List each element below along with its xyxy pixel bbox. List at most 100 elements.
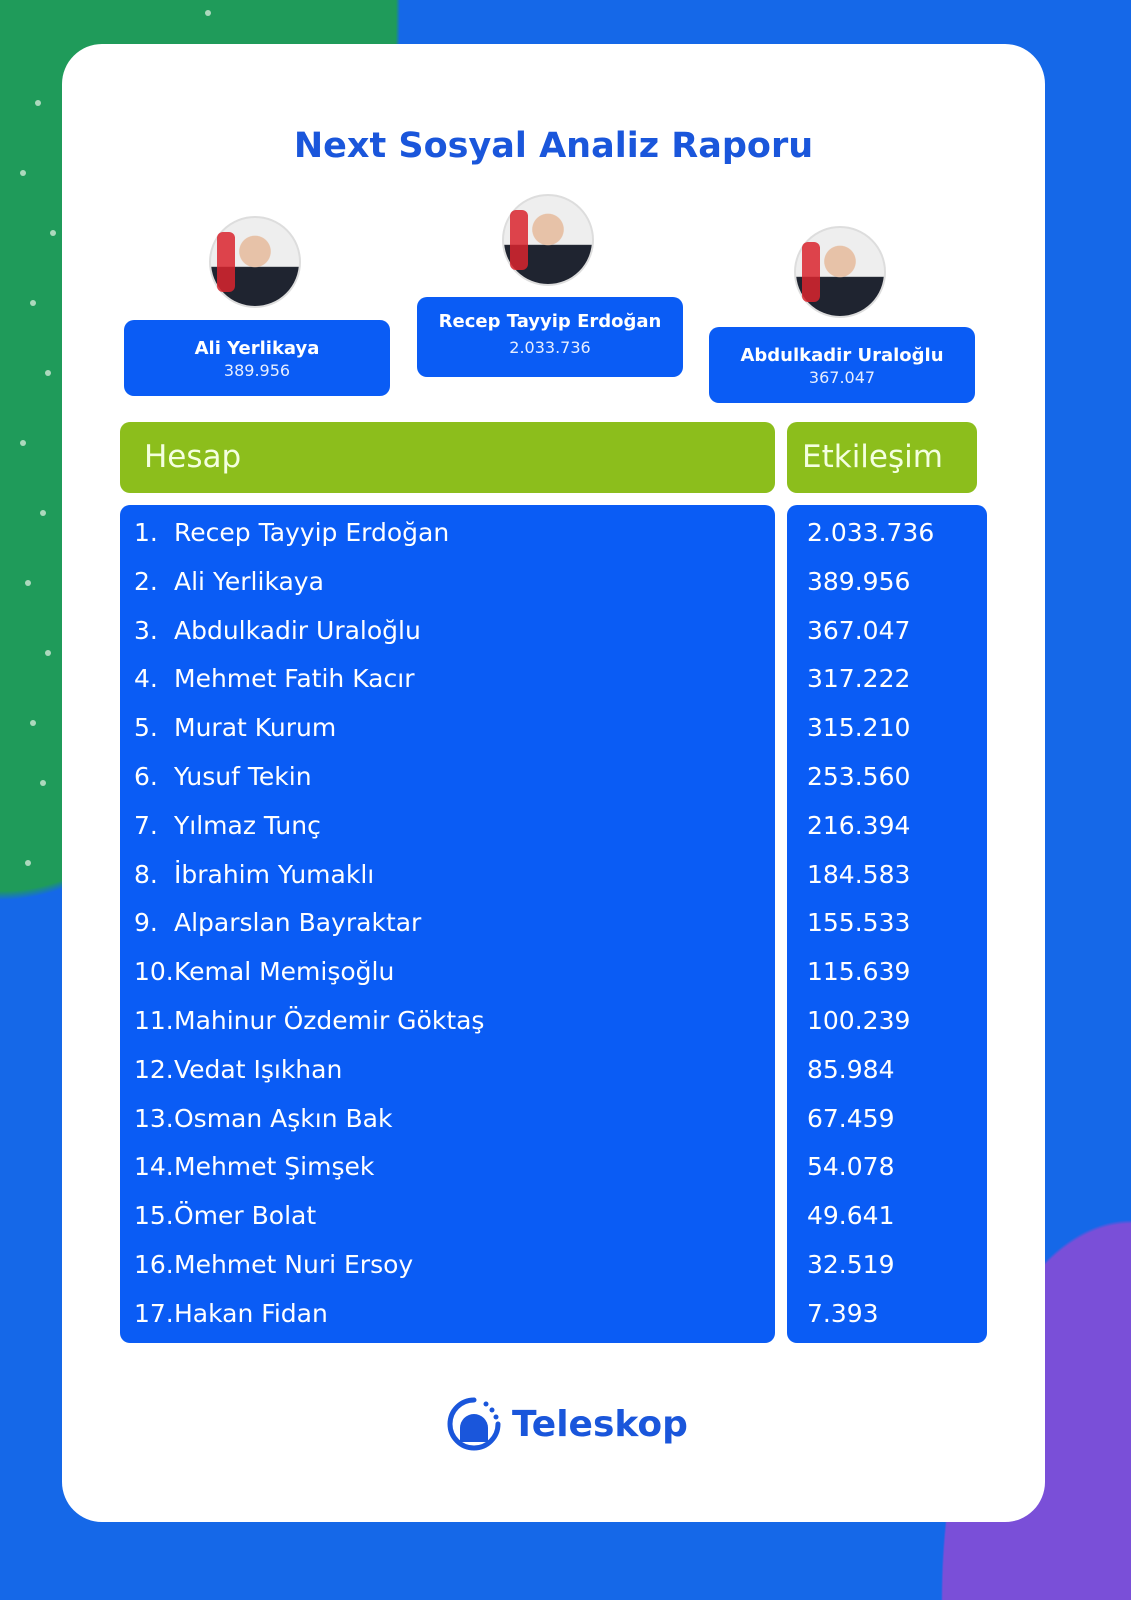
decor-dot xyxy=(45,650,51,656)
account-name: Mehmet Şimşek xyxy=(174,1152,375,1182)
decor-dot xyxy=(25,580,31,586)
engagement-value: 49.641 xyxy=(807,1201,895,1231)
engagement-value: 315.210 xyxy=(807,713,911,743)
account-name: Ömer Bolat xyxy=(174,1201,317,1231)
table-row: 9. Alparslan Bayraktar xyxy=(134,899,775,948)
account-name: Abdulkadir Uraloğlu xyxy=(174,615,421,645)
teleskop-logo: Teleskop xyxy=(444,1394,688,1454)
account-name: Alparslan Bayraktar xyxy=(174,908,422,938)
rank-number: 9. xyxy=(134,908,158,938)
decor-dot xyxy=(50,230,56,236)
logo-text: Teleskop xyxy=(512,1403,688,1445)
page-title: Next Sosyal Analiz Raporu xyxy=(293,126,814,166)
decor-dot xyxy=(25,860,31,866)
rank-number: 17. xyxy=(134,1298,174,1328)
engagement-value: 253.560 xyxy=(807,761,911,791)
podium-card-1: Recep Tayyip Erdoğan 2.033.736 xyxy=(417,297,683,377)
rank-number: 11. xyxy=(134,1005,174,1035)
decor-dot xyxy=(35,100,41,106)
rank-number: 1. xyxy=(134,518,158,547)
account-name: Kemal Memişoğlu xyxy=(174,957,395,987)
rank-number: 7. xyxy=(134,810,158,840)
account-name: Vedat Işıkhan xyxy=(174,1054,343,1084)
podium-card-3: Abdulkadir Uraloğlu 367.047 xyxy=(709,327,975,403)
table-row: 6. Yusuf Tekin xyxy=(134,753,775,802)
rank-number: 3. xyxy=(134,615,158,645)
avatar-recep-tayyip-erdogan xyxy=(502,194,594,286)
avatar-ali-yerlikaya xyxy=(209,216,301,308)
engagement-value: 85.984 xyxy=(807,1054,895,1084)
table-row: 8. İbrahim Yumaklı xyxy=(134,851,775,900)
table-row: 13.Osman Aşkın Bak xyxy=(134,1095,775,1144)
decor-dot xyxy=(20,440,26,446)
rank-number: 8. xyxy=(134,859,158,889)
table-row: 2. Ali Yerlikaya xyxy=(134,558,775,607)
table-row: 16.Mehmet Nuri Ersoy xyxy=(134,1241,775,1290)
table-row: 17.Hakan Fidan xyxy=(134,1290,775,1339)
decor-dot xyxy=(30,720,36,726)
engagement-value: 184.583 xyxy=(807,859,911,889)
engagement-list: 2.033.736 389.956 367.047 317.222 315.210 253… xyxy=(787,505,987,1343)
table-row: 11.Mahinur Özdemir Göktaş xyxy=(134,997,775,1046)
account-name: Recep Tayyip Erdoğan xyxy=(174,518,450,547)
decor-dot xyxy=(45,370,51,376)
engagement-value: 216.394 xyxy=(807,810,911,840)
rank-number: 15. xyxy=(134,1201,174,1231)
account-list: 1. Recep Tayyip Erdoğan 2. Ali Yerlikaya 3. A… xyxy=(120,505,775,1343)
decor-dot xyxy=(30,300,36,306)
engagement-value: 32.519 xyxy=(807,1249,895,1279)
rank-number: 12. xyxy=(134,1054,174,1084)
decor-dot xyxy=(205,10,211,16)
rank-number: 4. xyxy=(134,664,158,694)
report-card: Next Sosyal Analiz Raporu Ali Yerlikaya … xyxy=(62,44,1045,1522)
table-row: 14.Mehmet Şimşek xyxy=(134,1143,775,1192)
rank-number: 6. xyxy=(134,761,158,791)
table-row: 12.Vedat Işıkhan xyxy=(134,1046,775,1095)
account-name: Murat Kurum xyxy=(174,713,337,743)
telescope-dome-icon xyxy=(447,1397,501,1451)
podium-name: Recep Tayyip Erdoğan xyxy=(438,311,662,332)
podium-name: Abdulkadir Uraloğlu xyxy=(740,345,944,366)
podium-value: 367.047 xyxy=(808,368,876,387)
account-name: Mahinur Özdemir Göktaş xyxy=(174,1005,485,1035)
engagement-value: 155.533 xyxy=(807,908,911,938)
account-name: Mehmet Nuri Ersoy xyxy=(174,1249,414,1279)
table-row: 4. Mehmet Fatih Kacır xyxy=(134,655,775,704)
rank-number: 13. xyxy=(134,1103,174,1133)
engagement-value: 7.393 xyxy=(807,1298,879,1328)
column-header-etkilesim: Etkileşim xyxy=(787,422,977,493)
engagement-value: 54.078 xyxy=(807,1152,895,1182)
engagement-value: 389.956 xyxy=(807,566,911,596)
podium-name: Ali Yerlikaya xyxy=(194,338,320,359)
account-name: Hakan Fidan xyxy=(174,1298,328,1328)
decor-dot xyxy=(20,170,26,176)
table-row: 1. Recep Tayyip Erdoğan xyxy=(134,509,775,558)
table-row: 15.Ömer Bolat xyxy=(134,1192,775,1241)
engagement-value: 367.047 xyxy=(807,615,911,645)
account-name: Osman Aşkın Bak xyxy=(174,1103,393,1133)
podium-value: 389.956 xyxy=(223,361,291,380)
account-name: Ali Yerlikaya xyxy=(174,566,324,596)
engagement-value: 115.639 xyxy=(807,957,911,987)
rank-number: 16. xyxy=(134,1249,174,1279)
table-row: 5. Murat Kurum xyxy=(134,704,775,753)
table-row: 10.Kemal Memişoğlu xyxy=(134,948,775,997)
account-name: İbrahim Yumaklı xyxy=(174,859,375,889)
table-row: 3. Abdulkadir Uraloğlu xyxy=(134,607,775,656)
rank-number: 2. xyxy=(134,566,158,596)
decor-dot xyxy=(40,780,46,786)
account-name: Yusuf Tekin xyxy=(174,761,312,791)
avatar-abdulkadir-uraloglu xyxy=(794,226,886,318)
rank-number: 10. xyxy=(134,957,174,987)
rank-number: 5. xyxy=(134,713,158,743)
column-header-hesap: Hesap xyxy=(120,422,775,493)
podium-value: 2.033.736 xyxy=(509,338,591,357)
account-name: Yılmaz Tunç xyxy=(174,810,321,840)
decor-dot xyxy=(40,510,46,516)
account-name: Mehmet Fatih Kacır xyxy=(174,664,415,694)
table-row: 7. Yılmaz Tunç xyxy=(134,802,775,851)
engagement-value: 317.222 xyxy=(807,664,911,694)
engagement-value: 2.033.736 xyxy=(807,518,935,547)
rank-number: 14. xyxy=(134,1152,174,1182)
podium-card-2: Ali Yerlikaya 389.956 xyxy=(124,320,390,396)
